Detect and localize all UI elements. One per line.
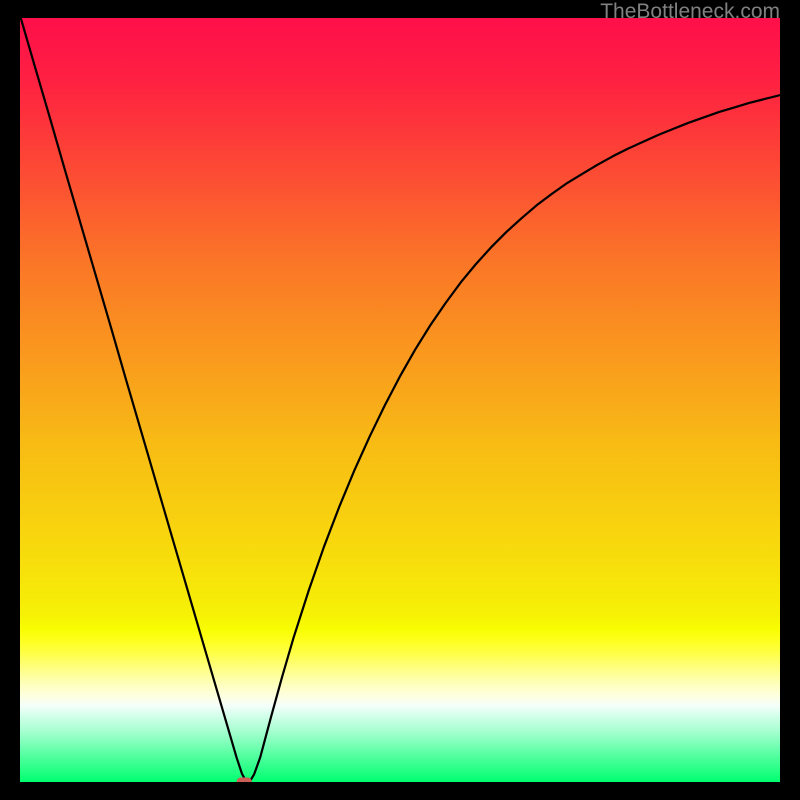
curve-layer <box>20 18 780 782</box>
bottleneck-curve <box>21 18 780 782</box>
watermark-text: TheBottleneck.com <box>600 0 780 24</box>
chart-root: TheBottleneck.com <box>0 0 800 800</box>
plot-area <box>20 18 780 782</box>
minimum-marker <box>237 778 252 783</box>
